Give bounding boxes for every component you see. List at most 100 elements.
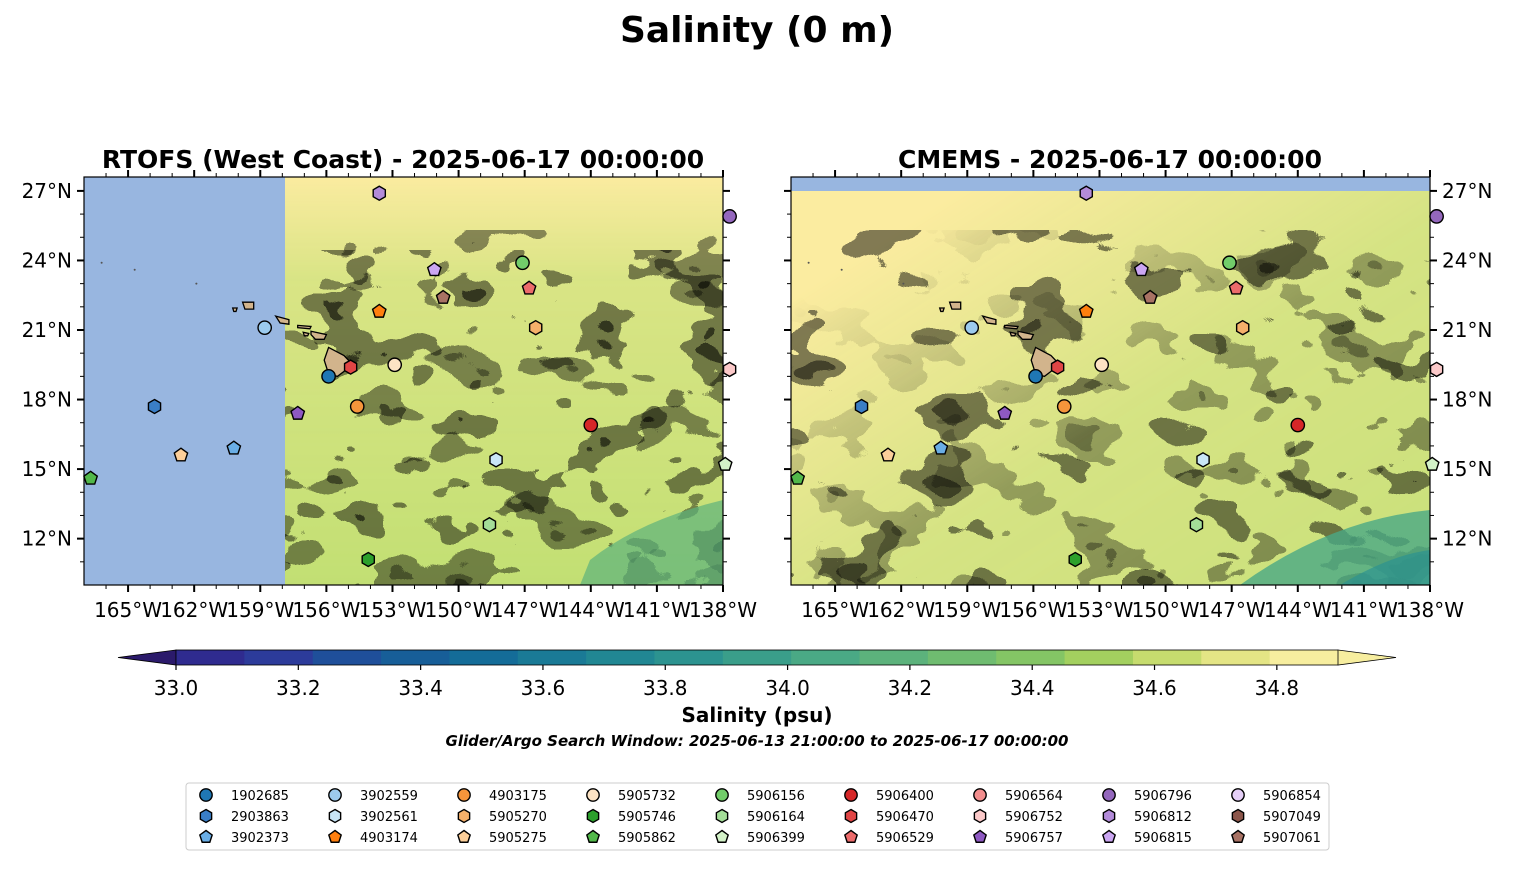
islet <box>807 261 810 264</box>
legend-marker-5906156 <box>715 788 729 802</box>
platform-marker-5906815 <box>426 261 442 277</box>
legend-label: 4903174 <box>360 831 418 846</box>
legend-label: 3902373 <box>231 831 289 846</box>
colorbar-extend-min <box>117 649 177 666</box>
legend-label: 5905270 <box>489 810 547 825</box>
x-tick-label: 159°W <box>933 598 1001 622</box>
platform-marker-5906470 <box>343 359 358 375</box>
x-tick-label: 138°W <box>1396 598 1464 622</box>
colorbar-segment <box>1064 650 1134 665</box>
x-tick-label: 159°W <box>226 598 294 622</box>
legend-label: 5906164 <box>747 810 805 825</box>
platform-marker-5906156 <box>1222 255 1237 271</box>
platform-marker-5907061 <box>435 289 451 304</box>
legend-marker-3902373 <box>198 829 214 843</box>
platform-marker-5905270 <box>528 319 543 336</box>
legend-label: 5906815 <box>1134 831 1192 846</box>
legend-label: 5905732 <box>618 789 676 804</box>
islet <box>133 268 136 271</box>
legend-marker-5906854 <box>1231 788 1245 802</box>
legend-marker-5906796 <box>1102 788 1116 802</box>
colorbar-segment <box>654 650 724 665</box>
platform-marker-5906470 <box>1050 359 1065 375</box>
legend-marker-5906815 <box>1101 829 1117 843</box>
axes-rtofs: 165°W162°W159°W156°W153°W150°W147°W144°W… <box>22 170 757 622</box>
colorbar-tick-label: 34.4 <box>1010 676 1055 700</box>
legend-marker-5905275 <box>456 829 472 843</box>
colorbar-segment <box>517 650 587 665</box>
platform-marker-5906400 <box>583 417 599 433</box>
island-oahu <box>981 315 997 325</box>
x-tick-label: 162°W <box>160 598 228 622</box>
platform-marker-5906796 <box>1429 209 1444 224</box>
legend-label: 5906796 <box>1134 789 1192 804</box>
island-maui <box>1017 330 1035 340</box>
low-salinity-core <box>1340 550 1430 585</box>
x-tick-label: 162°W <box>867 598 935 622</box>
platform-marker-5906529 <box>521 280 537 295</box>
platform-marker-2903863 <box>854 398 869 415</box>
colorbar-tick-label: 34.8 <box>1255 676 1300 700</box>
y-tick-label: 12°N <box>22 527 72 551</box>
legend-label: 5907049 <box>1263 810 1321 825</box>
platform-marker-5906164 <box>1189 516 1204 533</box>
y-tick-label: 18°N <box>22 388 72 412</box>
platform-marker-2903863 <box>147 398 162 415</box>
platform-marker-5905746 <box>1068 551 1083 568</box>
colorbar-segment <box>996 650 1066 665</box>
colorbar-segment <box>927 650 997 665</box>
y-tick-label: 15°N <box>1442 457 1492 481</box>
platform-marker-4903174 <box>1078 303 1094 318</box>
legend-marker-5906470 <box>844 808 858 824</box>
y-tick-label: 24°N <box>1442 248 1492 272</box>
legend-marker-4903175 <box>457 788 471 802</box>
x-tick-label: 144°W <box>557 598 625 622</box>
legend-marker-5905732 <box>586 788 600 802</box>
island-lanai <box>302 331 310 337</box>
platform-marker-5906757 <box>290 405 306 420</box>
colorbar-tick-label: 33.2 <box>276 676 321 700</box>
platform-marker-5905275 <box>173 447 189 462</box>
islet <box>902 282 905 285</box>
platform-marker-3902373 <box>933 440 949 455</box>
colorbar-frame <box>175 649 1339 666</box>
y-tick-label: 12°N <box>1442 527 1492 551</box>
islet <box>100 261 103 264</box>
legend-label: 5905862 <box>618 831 676 846</box>
x-tick-label: 141°W <box>623 598 691 622</box>
y-tick-label: 24°N <box>22 248 72 272</box>
legend: 1902685 2903863 3902373 3902559 3902561 49031… <box>185 782 1330 851</box>
platform-marker-5905862 <box>790 470 806 485</box>
colorbar-segment <box>586 650 655 665</box>
legend-marker-5907049 <box>1231 808 1245 824</box>
x-tick-label: 165°W <box>94 598 162 622</box>
colorbar-segment <box>176 650 245 665</box>
colorbar-tick-label: 34.0 <box>765 676 810 700</box>
platform-marker-5906164 <box>482 516 497 533</box>
legend-label: 5906400 <box>876 789 934 804</box>
island-maui <box>310 330 328 340</box>
platform-marker-3902559 <box>964 320 980 336</box>
platform-marker-1902685 <box>1028 369 1043 384</box>
colorbar-tick-label: 33.8 <box>643 676 688 700</box>
legend-label: 5906470 <box>876 810 934 825</box>
colorbar-segment <box>1201 650 1271 665</box>
legend-label: 5905275 <box>489 831 547 846</box>
legend-frame <box>185 782 1330 851</box>
legend-marker-5906529 <box>843 829 859 843</box>
colorbar: 33.0 33.2 33.4 33.6 33.8 34.0 34.2 34.4 34.6 34.8 <box>117 649 1397 700</box>
platform-marker-3902561 <box>489 452 503 468</box>
platform-marker-5905732 <box>1094 357 1110 373</box>
legend-marker-5905746 <box>586 808 600 824</box>
colorbar-tick-label: 33.6 <box>521 676 566 700</box>
platform-marker-5906529 <box>1228 280 1244 295</box>
colorbar-label: Salinity (psu) <box>681 703 832 727</box>
legend-marker-5906164 <box>715 808 729 824</box>
islet <box>840 268 843 271</box>
platform-marker-4903174 <box>371 303 387 318</box>
colorbar-tick-label: 33.0 <box>154 676 199 700</box>
legend-label: 5906854 <box>1263 789 1321 804</box>
platform-marker-5906757 <box>997 405 1013 420</box>
legend-label: 5907061 <box>1263 831 1321 846</box>
legend-marker-5906812 <box>1102 808 1116 824</box>
